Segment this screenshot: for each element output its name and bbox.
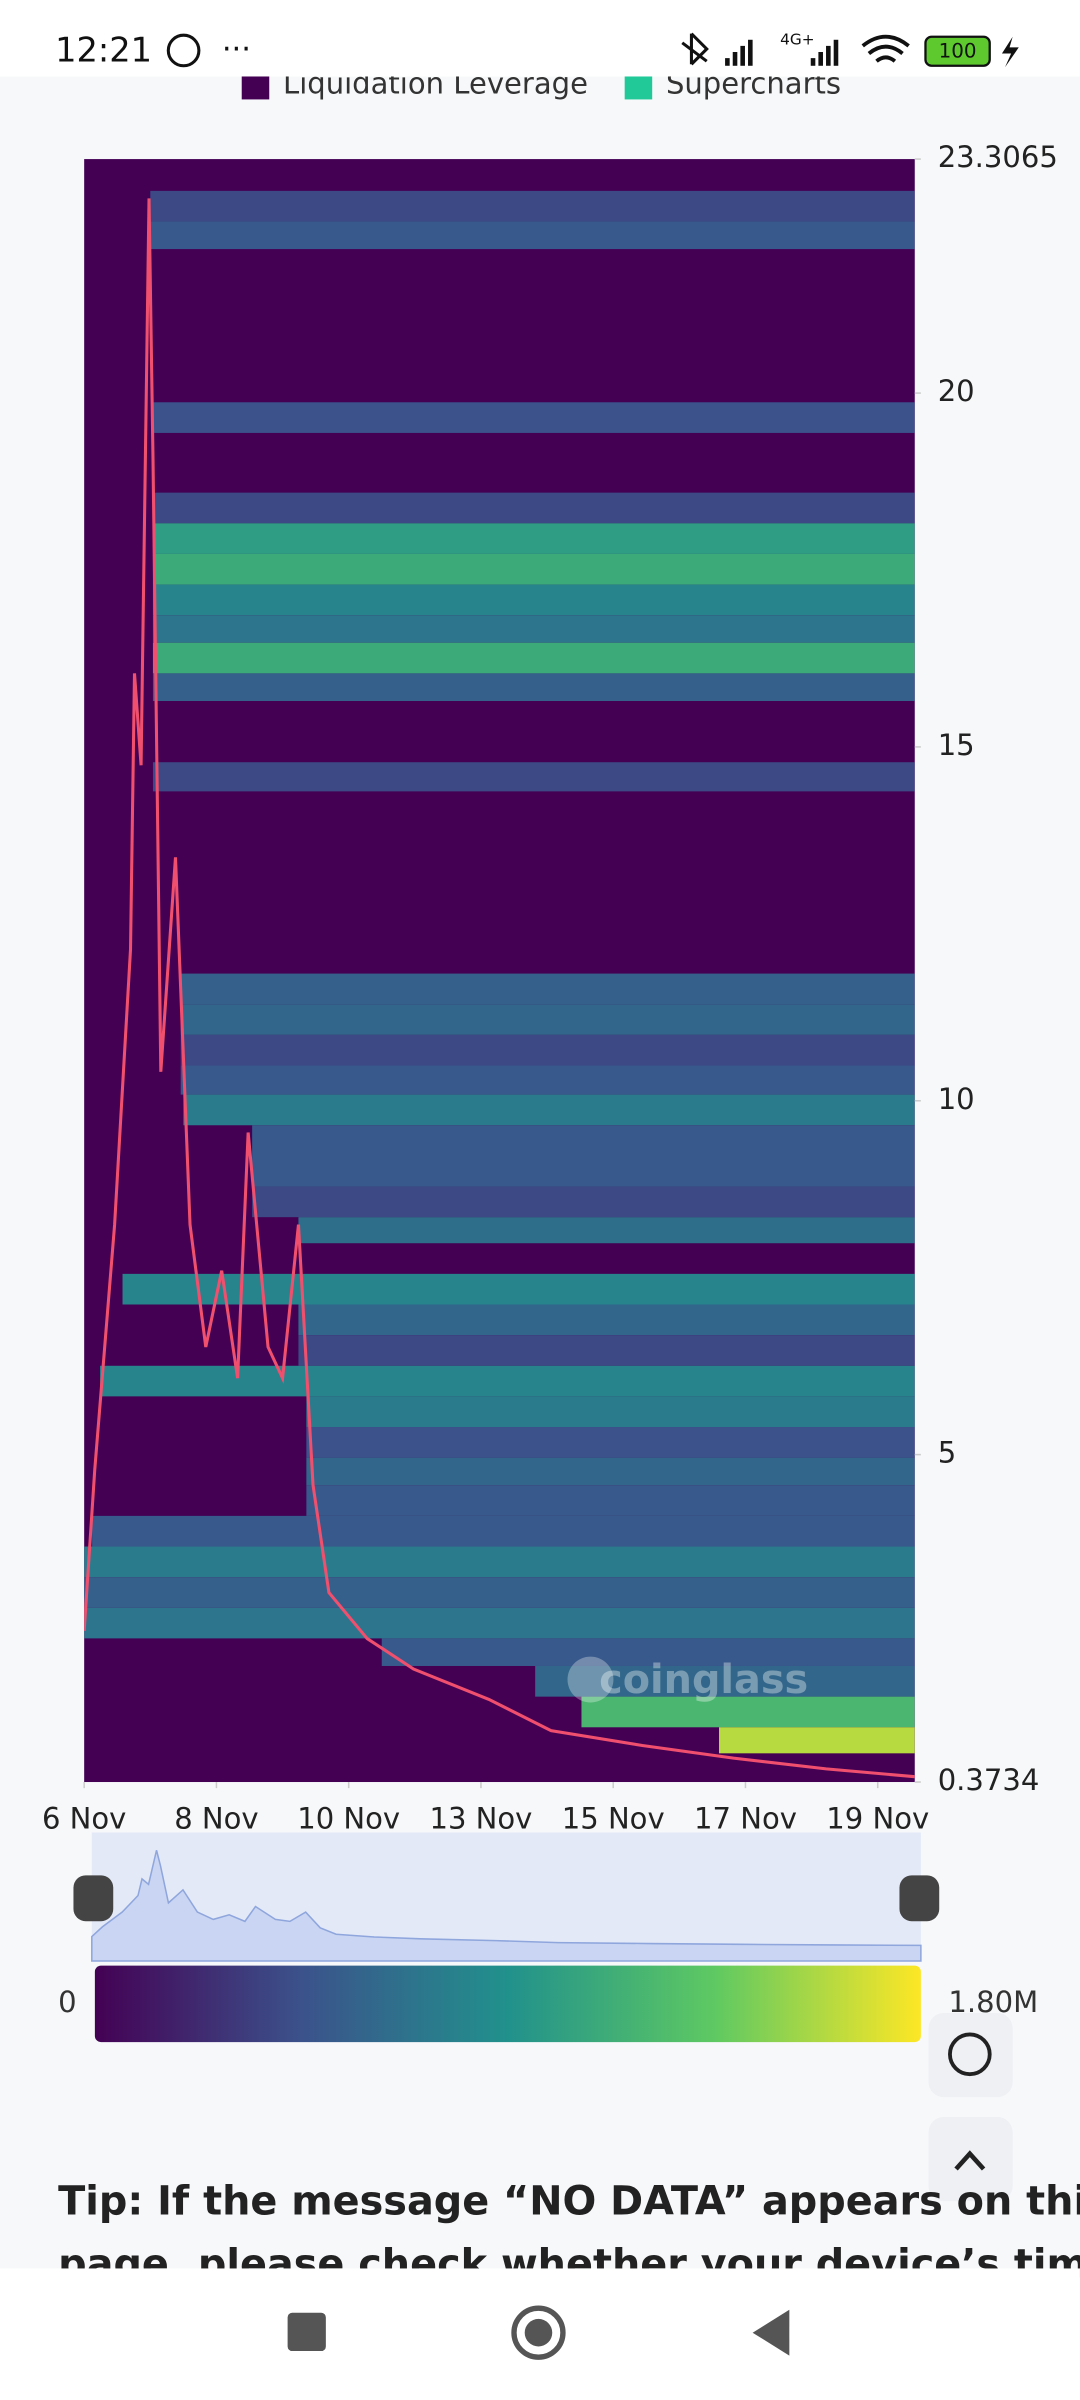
heat-band (100, 1365, 915, 1397)
chart: 23.3065 20 15 10 5 0.3734 6 Nov 8 Nov 10 Nov 13 N… (42, 140, 1058, 1835)
heat-band (298, 1304, 915, 1336)
heat-band (152, 553, 915, 585)
wifi-icon (861, 34, 910, 63)
legend-swatch (241, 74, 270, 100)
heat-band (152, 673, 915, 701)
heat-band (306, 1457, 915, 1486)
x-tick-label: 19 Nov (826, 1801, 929, 1835)
heat-band (152, 523, 915, 554)
heat-band (180, 973, 915, 1005)
tip-text: Tip: If the message “NO DATA” appears on… (58, 2179, 1080, 2225)
x-tick-label: 10 Nov (297, 1801, 400, 1835)
network-label: 4G+ (780, 30, 814, 48)
heat-band (152, 584, 915, 616)
back-button[interactable] (752, 2309, 790, 2356)
colorbar-label: 0 (58, 1985, 76, 2019)
x-tick-label: 6 Nov (42, 1801, 126, 1835)
recents-button[interactable] (287, 2312, 326, 2352)
legend-swatch (624, 74, 653, 100)
heat-band (84, 1577, 915, 1608)
heat-band (180, 1034, 915, 1066)
y-tick-label: 20 (938, 374, 975, 408)
heat-band (152, 762, 915, 792)
x-tick-label: 17 Nov (694, 1801, 797, 1835)
x-tick-label: 15 Nov (562, 1801, 665, 1835)
heat-band (152, 642, 915, 674)
heat-band (535, 1665, 915, 1697)
watermark-logo (567, 1656, 614, 1703)
navigator-series (91, 1850, 922, 1962)
signal2-icon (810, 39, 839, 66)
heat-band (581, 1696, 915, 1728)
status-bar (0, 0, 1080, 77)
feedback-icon (948, 2032, 992, 2077)
app-icon (166, 33, 201, 68)
y-tick-label: 23.3065 (938, 140, 1058, 174)
heat-band (152, 492, 915, 524)
y-tick-label: 0.3734 (938, 1763, 1040, 1797)
navigator-area (91, 1850, 922, 1962)
heat-band (306, 1485, 915, 1516)
heat-band (719, 1727, 915, 1754)
heat-band (298, 1335, 915, 1366)
battery-label: 100 (939, 40, 977, 63)
feedback-button[interactable] (928, 2013, 1013, 2098)
y-tick-label: 10 (938, 1082, 975, 1116)
heat-band (150, 190, 915, 222)
more-icon: ··· (222, 32, 251, 67)
bluetooth-icon (681, 32, 709, 66)
heat-band (84, 1546, 915, 1578)
clock: 12:21 (55, 31, 152, 70)
heat-band (183, 1094, 915, 1126)
heat-band (252, 1125, 915, 1187)
heat-band (92, 1515, 915, 1547)
home-button[interactable] (511, 2305, 566, 2360)
heat-band (298, 1217, 915, 1244)
y-tick-label: 5 (938, 1436, 956, 1470)
y-tick-label: 15 (938, 728, 975, 762)
heat-band (381, 1638, 915, 1666)
navigator-handle-left[interactable] (73, 1875, 114, 1922)
heat-band (180, 1065, 915, 1095)
heat-band (122, 1273, 915, 1305)
battery (924, 35, 991, 67)
heat-band (84, 1607, 915, 1639)
heat-band (306, 1396, 915, 1428)
heat-band (306, 1427, 915, 1458)
charging-icon (1001, 36, 1019, 68)
price-line (84, 198, 915, 1779)
x-tick-label: 8 Nov (174, 1801, 258, 1835)
watermark: coinglass (599, 1657, 808, 1703)
heat-band (150, 221, 915, 250)
heat-band (152, 402, 915, 433)
signal-icon (725, 39, 753, 66)
scroll-top-button[interactable] (928, 2117, 1013, 2202)
colorbar (94, 1965, 921, 2043)
navigator-handle-right[interactable] (899, 1875, 940, 1922)
heat-band (180, 1004, 915, 1035)
heat-band (252, 1186, 915, 1218)
heat-band (152, 615, 915, 643)
home-dot (524, 2318, 553, 2347)
x-tick-label: 13 Nov (430, 1801, 533, 1835)
scroll-top-icon (954, 2150, 986, 2171)
heatmap (84, 190, 915, 1779)
